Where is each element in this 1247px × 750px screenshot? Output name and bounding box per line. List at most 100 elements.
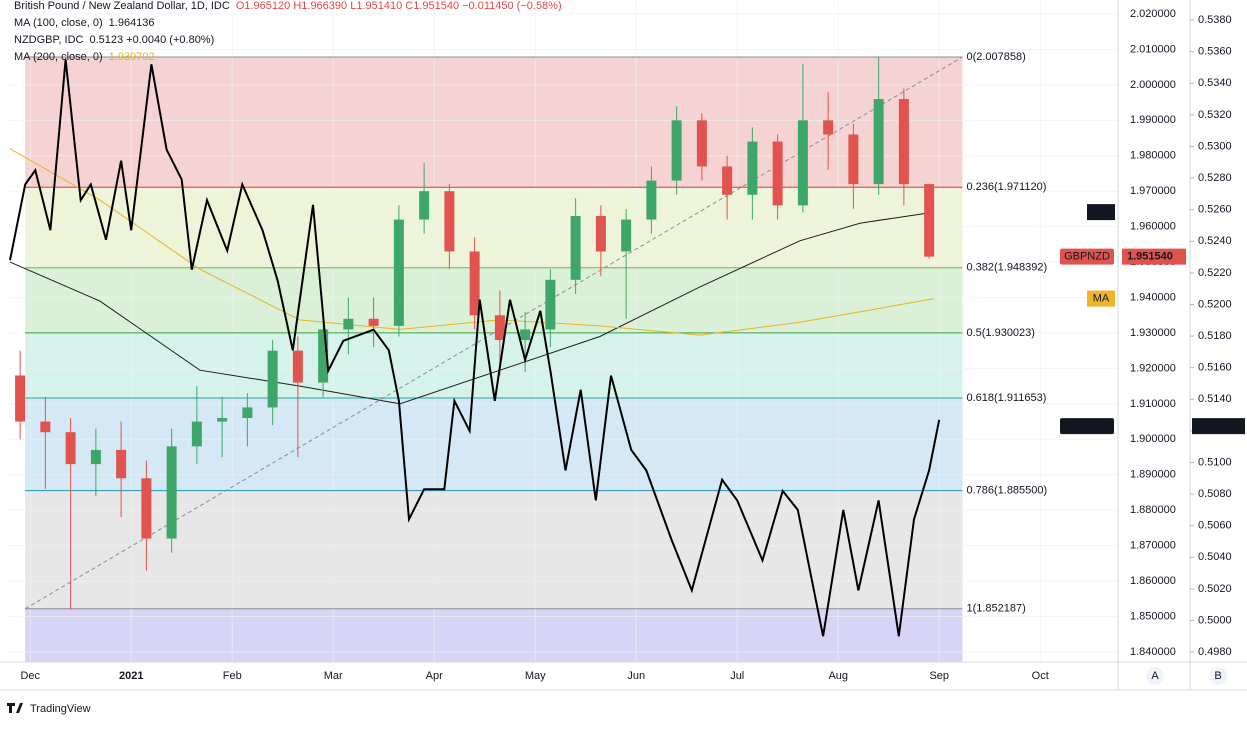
x-tick-label: Mar <box>324 670 343 682</box>
y2-tick-label: 0.5220 <box>1198 267 1232 279</box>
candle-body <box>823 120 834 135</box>
y-tick-label: 1.980000 <box>1130 150 1176 162</box>
candle-body <box>166 446 177 539</box>
candle-body <box>90 449 101 465</box>
price-axis-bg <box>1118 0 1247 690</box>
scale-button-label[interactable]: B <box>1214 670 1221 682</box>
x-tick-label: Sep <box>929 670 949 682</box>
y-tick-label: 1.880000 <box>1130 504 1176 516</box>
y2-tick-label: 0.5260 <box>1198 204 1232 216</box>
legend-text: MA (200, close, 0) <box>14 51 103 63</box>
candle-body <box>873 99 884 185</box>
y-tick-label: 2.000000 <box>1130 79 1176 91</box>
fib-band <box>25 608 963 662</box>
y-tick-label: 1.960000 <box>1130 221 1176 233</box>
x-tick-label: Jul <box>730 670 744 682</box>
tag-value-box <box>1192 418 1245 435</box>
candle-body <box>494 315 505 341</box>
fib-band <box>25 397 963 491</box>
scale-button[interactable] <box>1209 667 1227 685</box>
y-tick-label: 1.850000 <box>1130 610 1176 622</box>
x-tick-label: Oct <box>1032 670 1049 682</box>
candle-body <box>848 134 859 185</box>
fib-label: 0.236(1.971120) <box>966 181 1046 193</box>
y-tick-label: 1.900000 <box>1130 433 1176 445</box>
tag-value: 0.5123 <box>1197 420 1231 432</box>
tag-name-box <box>1060 248 1114 265</box>
candle-body <box>242 407 253 419</box>
y-tick-label: 1.840000 <box>1130 646 1176 658</box>
fib-band <box>25 490 963 609</box>
scale-button[interactable] <box>1146 667 1164 685</box>
legend-row: MA (100, close, 0) 1.964136 <box>14 17 155 29</box>
fib-label: 0.786(1.885500) <box>966 485 1047 497</box>
y2-tick-label: 0.5320 <box>1198 109 1232 121</box>
y-tick-label: 1.910000 <box>1130 398 1176 410</box>
x-tick-label: 2021 <box>119 670 143 682</box>
fib-band <box>25 332 963 398</box>
y-tick-label: 1.990000 <box>1130 114 1176 126</box>
candle-body <box>292 350 303 383</box>
fib-label: 1(1.852187) <box>966 603 1025 615</box>
candle-body <box>646 180 657 220</box>
legend-row: British Pound / New Zealand Dollar, 1D, … <box>14 0 562 12</box>
candle-body <box>444 191 455 252</box>
fib-band <box>25 267 963 333</box>
candle-body <box>419 191 430 220</box>
ma-tag: MA <box>1093 206 1110 218</box>
y-tick-label: 1.890000 <box>1130 469 1176 481</box>
candle-body <box>393 219 404 326</box>
y2-tick-label: 0.5100 <box>1198 456 1232 468</box>
scale-button-label[interactable]: A <box>1151 670 1159 682</box>
candle-body <box>217 418 228 422</box>
y2-tick-label: 0.5360 <box>1198 46 1232 58</box>
ma-tag-box <box>1087 204 1115 221</box>
y2-tick-label: 0.5160 <box>1198 362 1232 374</box>
candle-body <box>469 251 480 316</box>
line-series <box>9 59 941 637</box>
candle-body <box>570 216 581 280</box>
y-tick-label: 1.870000 <box>1130 540 1176 552</box>
y2-tick-label: 0.5000 <box>1198 614 1232 626</box>
candle-body <box>343 318 354 330</box>
candle-body <box>722 166 733 195</box>
candle-body <box>924 184 935 257</box>
legend-values: O1.965120 H1.966390 L1.951410 C1.951540 … <box>236 0 562 12</box>
candle-body <box>696 120 707 167</box>
fib-label: 0.618(1.911653) <box>966 392 1046 404</box>
legend-row: NZDGBP, IDC 0.5123 +0.0040 (+0.80%) <box>14 34 214 46</box>
tag-name: NZDGBP <box>1064 420 1110 432</box>
candle-body <box>368 318 379 326</box>
y2-tick-label: 0.5020 <box>1198 583 1232 595</box>
y2-tick-label: 0.5380 <box>1198 14 1232 26</box>
legend-values: 0.5123 +0.0040 (+0.80%) <box>89 34 214 46</box>
brand: TradingView <box>30 703 91 715</box>
candle-body <box>595 216 606 252</box>
y-tick-label: 1.970000 <box>1130 185 1176 197</box>
y2-tick-label: 0.5040 <box>1198 551 1232 563</box>
y2-tick-label: 0.5140 <box>1198 393 1232 405</box>
candle-body <box>15 375 26 422</box>
y2-tick-label: 0.5340 <box>1198 77 1232 89</box>
ma-tag-box <box>1087 290 1115 307</box>
legend-row: MA (200, close, 0) 1.939702 <box>14 51 155 63</box>
candle-body <box>40 421 51 433</box>
candle-body <box>747 141 758 195</box>
candle-body <box>116 449 127 479</box>
y-tick-label: 2.010000 <box>1130 43 1176 55</box>
candle-body <box>621 219 632 252</box>
candle-body <box>520 329 531 341</box>
candle-body <box>772 141 783 206</box>
y2-tick-label: 0.5300 <box>1198 140 1232 152</box>
candle-body <box>141 478 152 539</box>
fib-label: 0.382(1.948392) <box>966 262 1047 274</box>
fib-label: 0.5(1.930023) <box>966 327 1035 339</box>
x-tick-label: Feb <box>223 670 242 682</box>
candle-body <box>267 350 278 408</box>
x-tick-label: Jun <box>627 670 645 682</box>
ma-tag: MA <box>1093 292 1110 304</box>
tag-value: 1.951540 <box>1127 251 1173 263</box>
x-tick-label: May <box>525 670 546 682</box>
